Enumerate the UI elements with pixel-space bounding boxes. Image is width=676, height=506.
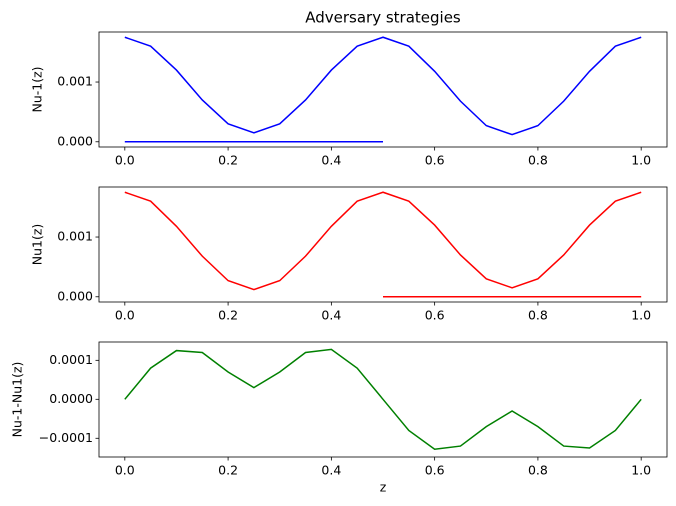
x-tick-label: 0.0 <box>115 308 135 323</box>
line <box>124 191 642 291</box>
x-tick-label: 0.8 <box>528 153 548 168</box>
line <box>124 36 642 136</box>
x-tick-label: 0.4 <box>321 463 341 478</box>
x-tick-label: 0.2 <box>218 308 238 323</box>
x-tick-label: 0.6 <box>425 308 445 323</box>
y-tick-label: 0.001 <box>57 74 93 89</box>
y-axis-label: Nu1(z) <box>30 224 45 266</box>
x-axis-label: z <box>380 480 387 495</box>
x-tick-label: 0.8 <box>528 463 548 478</box>
y-tick-label: 0.000 <box>57 133 93 148</box>
x-tick-label: 0.6 <box>425 463 445 478</box>
y-axis-label: Nu-1-Nu1(z) <box>10 362 25 438</box>
y-tick-label: 0.000 <box>57 288 93 303</box>
chart-title: Adversary strategies <box>305 9 461 27</box>
axes-frame <box>98 186 668 303</box>
x-tick-label: 1.0 <box>631 463 651 478</box>
y-axis-label: Nu-1(z) <box>30 66 45 112</box>
x-tick-label: 1.0 <box>631 308 651 323</box>
x-tick-label: 0.0 <box>115 153 135 168</box>
x-tick-label: 1.0 <box>631 153 651 168</box>
x-tick-label: 0.4 <box>321 153 341 168</box>
subplot: 0.0 0.2 0.4 0.6 0.8 1.0 0.000 0.001 Adversary st… <box>30 9 668 168</box>
x-tick-label: 0.8 <box>528 308 548 323</box>
y-tick-label: −0.0001 <box>39 430 93 445</box>
x-tick-label: 0.4 <box>321 308 341 323</box>
x-tick-label: 0.6 <box>425 153 445 168</box>
line <box>124 348 642 450</box>
x-tick-label: 0.0 <box>115 463 135 478</box>
x-tick-label: 0.2 <box>218 463 238 478</box>
x-tick-label: 0.2 <box>218 153 238 168</box>
subplot: 0.0 0.2 0.4 0.6 0.8 1.0 −0.0001 0.0000 0.0001 Nu-… <box>10 341 668 495</box>
y-tick-label: 0.0000 <box>49 391 93 406</box>
y-tick-label: 0.001 <box>57 229 93 244</box>
axes-frame <box>98 31 668 148</box>
subplot: 0.0 0.2 0.4 0.6 0.8 1.0 0.000 0.001 Nu1(z) <box>30 186 668 323</box>
y-tick-label: 0.0001 <box>49 352 93 367</box>
